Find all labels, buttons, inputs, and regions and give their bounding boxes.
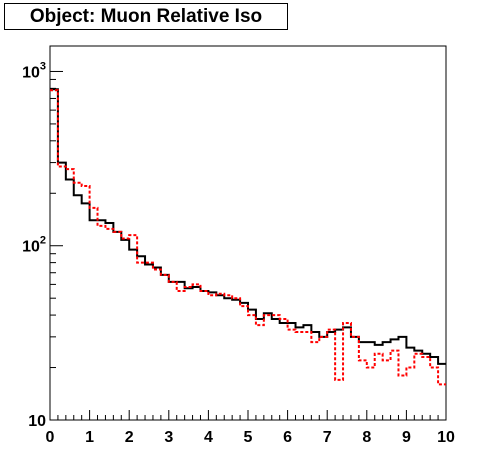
histogram-series-2	[50, 89, 446, 386]
x-tick-label: 7	[323, 429, 332, 446]
x-tick-label: 1	[85, 429, 94, 446]
x-tick-label: 0	[46, 429, 55, 446]
x-tick-label: 2	[125, 429, 134, 446]
x-tick-label: 6	[283, 429, 292, 446]
chart-title: Object: Muon Relative Iso	[4, 3, 288, 30]
x-tick-label: 8	[362, 429, 371, 446]
x-tick-label: 10	[437, 429, 455, 446]
y-tick-label: 103	[22, 60, 46, 81]
y-tick-label: 10	[28, 413, 46, 430]
x-tick-label: 9	[402, 429, 411, 446]
x-tick-label: 4	[204, 429, 213, 446]
x-tick-label: 3	[164, 429, 173, 446]
y-tick-label: 102	[22, 235, 46, 256]
x-tick-label: 5	[244, 429, 253, 446]
plot-frame	[49, 45, 447, 421]
